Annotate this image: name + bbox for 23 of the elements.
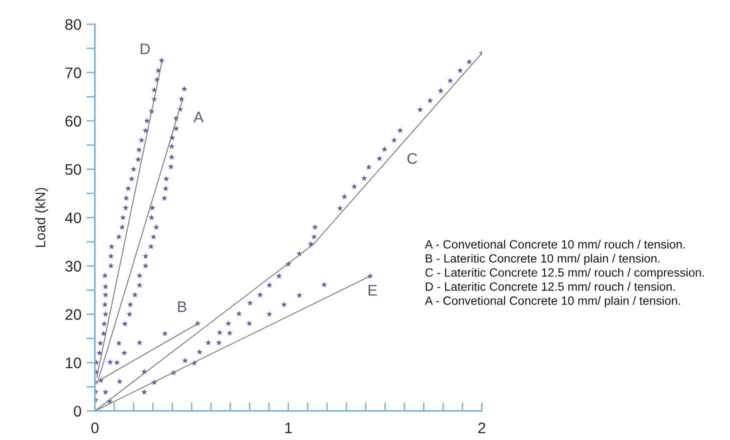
y-tick-label: 30 [65, 260, 82, 272]
annotation: C - Lateritic Concrete 12.5 mm/ rouch / compression. [425, 268, 704, 280]
y-tick-label: 70 [65, 67, 82, 78]
y-tick-label: 0 [74, 406, 82, 417]
annotation: B - Lateritic Concrete 10 mm/ plain / tension. [426, 254, 660, 266]
y-tick-label: 80 [65, 19, 82, 30]
annotation: A [193, 112, 204, 122]
y-axis-title: Load (kN) [35, 188, 48, 247]
annotation: A - Convetional Concrete 10 mm/ plain / tension. [424, 296, 680, 308]
annotation: B [178, 301, 186, 312]
annotation: A - Convetional Concrete 10 mm/ rouch / tension. [424, 240, 685, 249]
y-tick-label: 40 [65, 212, 82, 224]
x-tick-label: 2 [478, 422, 486, 434]
annotation: E [368, 284, 377, 296]
y-tick-label: 10 [66, 357, 82, 368]
x-tick-label: 1 [285, 422, 292, 434]
annotation: D [140, 44, 150, 54]
annotation: D - Lateritic Concrete 12.5 mm/ rouch / tension. [426, 282, 675, 291]
x-tick-label: 0 [91, 422, 99, 434]
y-tick-label: 20 [65, 309, 82, 320]
y-tick-label: 60 [65, 116, 82, 127]
y-tick-label: 50 [65, 164, 82, 175]
annotation: C [407, 153, 418, 164]
